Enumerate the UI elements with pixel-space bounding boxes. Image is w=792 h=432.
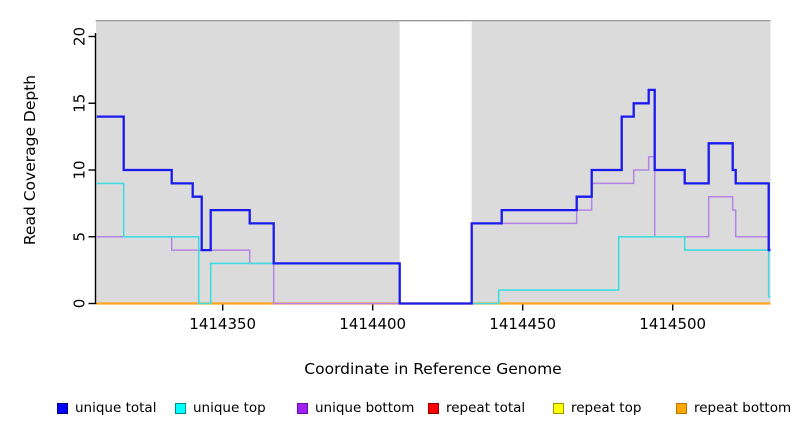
legend-item-unique-top: unique top bbox=[175, 400, 266, 416]
repeat-total-swatch-icon bbox=[428, 402, 439, 414]
legend-item-repeat-bottom: repeat bottom bbox=[676, 400, 791, 416]
y-axis-label: Read Coverage Depth bbox=[21, 74, 39, 246]
x-tick-label: 1414400 bbox=[339, 315, 406, 333]
masked-region bbox=[399, 21, 472, 303]
legend-label: unique bottom bbox=[315, 400, 415, 416]
unique-top-swatch-icon bbox=[175, 402, 186, 414]
y-tick-label: 5 bbox=[71, 232, 89, 242]
tick-labels: 0 5 10 15 20 1414350 1414400 1414450 1414500 bbox=[71, 27, 707, 333]
legend-label: unique top bbox=[193, 400, 266, 416]
unique-bottom-swatch-icon bbox=[297, 402, 308, 414]
legend-item-unique-total: unique total bbox=[57, 400, 156, 416]
legend-item-repeat-total: repeat total bbox=[428, 400, 525, 416]
legend-label: repeat total bbox=[446, 400, 526, 416]
y-tick-label: 10 bbox=[71, 160, 89, 179]
repeat-bottom-swatch-icon bbox=[676, 402, 687, 414]
legend-item-repeat-top: repeat top bbox=[553, 400, 641, 416]
legend-label: repeat bottom bbox=[694, 400, 792, 416]
x-tick-label: 1414500 bbox=[639, 315, 706, 333]
coverage-lines bbox=[96, 88, 771, 305]
legend-label: unique total bbox=[75, 400, 157, 416]
x-tick-label: 1414450 bbox=[489, 315, 556, 333]
x-axis-label: Coordinate in Reference Genome bbox=[304, 360, 562, 378]
y-tick-label: 15 bbox=[71, 94, 89, 113]
series-unique-total bbox=[96, 88, 771, 305]
unique-total-swatch-icon bbox=[57, 402, 68, 414]
y-tick-label: 20 bbox=[71, 27, 89, 46]
legend-item-unique-bottom: unique bottom bbox=[297, 400, 414, 416]
x-tick-label: 1414350 bbox=[189, 315, 256, 333]
legend-label: repeat top bbox=[571, 400, 642, 416]
repeat-top-swatch-icon bbox=[553, 402, 564, 414]
y-tick-label: 0 bbox=[71, 299, 89, 309]
